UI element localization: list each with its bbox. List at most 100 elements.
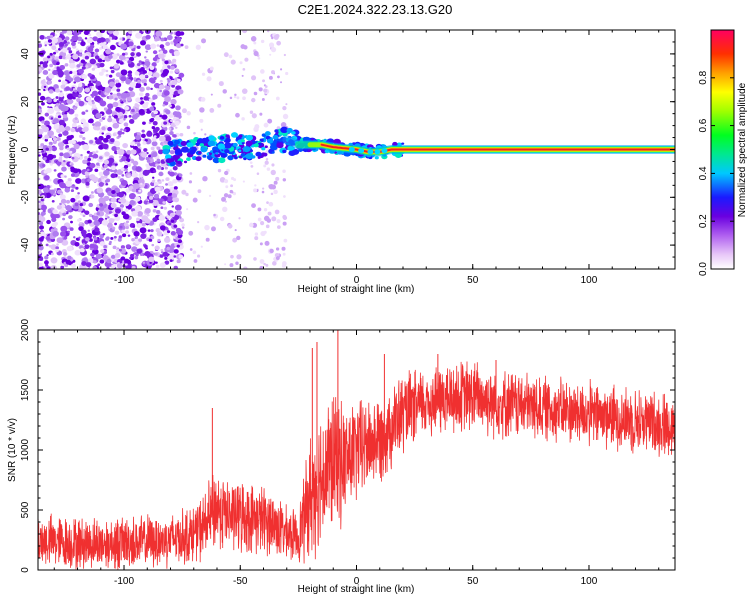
heatmap-cell <box>114 252 121 259</box>
heatmap-cell <box>66 245 73 252</box>
heatmap-cell <box>79 49 83 53</box>
heatmap-cell <box>88 118 94 124</box>
heatmap-cell <box>88 80 92 83</box>
heatmap-cell <box>286 127 293 133</box>
heatmap-cell <box>270 169 276 176</box>
heatmap-cell <box>73 106 77 111</box>
heatmap-cell <box>163 206 168 210</box>
heatmap-cell <box>259 259 265 264</box>
heatmap-cell <box>271 151 275 154</box>
heatmap-cell <box>150 87 153 91</box>
heatmap-cell <box>170 219 175 223</box>
heatmap-cell <box>261 147 266 151</box>
heatmap-cell <box>139 227 147 234</box>
heatmap-cell <box>168 127 172 130</box>
heatmap-cell <box>74 102 79 107</box>
heatmap-cell <box>73 143 80 150</box>
heatmap-cell <box>138 178 145 185</box>
heatmap-cell <box>282 149 287 154</box>
heatmap-cell <box>38 154 41 157</box>
heatmap-cell <box>99 62 105 68</box>
heatmap-cell <box>123 164 129 169</box>
heatmap-cell <box>105 108 113 115</box>
heatmap-cell <box>146 159 151 163</box>
heatmap-cell <box>70 166 75 171</box>
heatmap-cell <box>135 32 143 39</box>
heatmap-cell <box>213 213 216 217</box>
heatmap-cell <box>59 202 62 206</box>
heatmap-cell <box>134 71 140 76</box>
heatmap-cell <box>69 227 74 231</box>
heatmap-cell <box>54 33 58 37</box>
heatmap-cell <box>103 137 109 143</box>
heatmap-cell <box>44 134 50 140</box>
heatmap-cell <box>251 113 257 119</box>
heatmap-cell <box>137 210 143 217</box>
heatmap-cell <box>118 111 124 117</box>
heatmap-cell <box>178 254 184 259</box>
heatmap-cell <box>172 178 178 184</box>
heatmap-cell <box>283 195 286 198</box>
heatmap-cell <box>97 210 105 217</box>
ridge-blob <box>348 147 355 152</box>
heatmap-cell <box>76 64 81 68</box>
heatmap-cell <box>98 182 104 187</box>
heatmap-cell <box>138 108 145 115</box>
heatmap-cell <box>155 261 158 264</box>
heatmap-cell <box>144 218 151 224</box>
heatmap-cell <box>104 179 109 183</box>
heatmap-cell <box>78 100 85 107</box>
heatmap-cell <box>162 68 170 75</box>
heatmap-cell <box>47 130 54 137</box>
heatmap-cell <box>240 153 245 157</box>
heatmap-cell <box>120 245 126 249</box>
heatmap-cell <box>39 61 44 66</box>
heatmap-cell <box>56 237 64 244</box>
heatmap-cell <box>82 214 86 218</box>
heatmap-cell <box>59 182 66 189</box>
heatmap-cell <box>106 222 113 228</box>
heatmap-cell <box>47 55 51 59</box>
heatmap-cell <box>97 165 101 169</box>
heatmap-cell <box>70 38 74 42</box>
heatmap-cell <box>111 226 116 230</box>
heatmap-cell <box>104 217 108 220</box>
heatmap-cell <box>58 55 63 60</box>
heatmap-cell <box>189 172 193 175</box>
heatmap-cell <box>43 169 48 174</box>
spectrogram-y-ticks: -40 -20 0 20 40 <box>20 29 675 270</box>
heatmap-cell <box>62 212 67 217</box>
heatmap-cell <box>78 94 81 97</box>
heatmap-cell <box>77 200 81 204</box>
heatmap-cell <box>160 248 164 252</box>
heatmap-cell <box>159 225 166 231</box>
heatmap-cell <box>93 237 98 241</box>
heatmap-cell <box>67 47 72 51</box>
heatmap-cell <box>146 131 153 137</box>
heatmap-cell <box>241 30 248 34</box>
heatmap-cell <box>152 209 157 213</box>
heatmap-cell <box>167 181 174 187</box>
heatmap-cell <box>53 84 59 90</box>
heatmap-cell <box>148 238 153 242</box>
heatmap-cell <box>70 197 76 203</box>
heatmap-cell <box>104 37 110 43</box>
heatmap-cell <box>106 258 112 264</box>
heatmap-cell <box>100 37 106 43</box>
heatmap-cell <box>208 135 216 141</box>
heatmap-cell <box>103 245 108 249</box>
heatmap-cell <box>72 53 79 60</box>
heatmap-cell <box>70 263 76 269</box>
heatmap-cell <box>266 167 271 171</box>
snr-ytick-label: 1500 <box>20 378 31 401</box>
heatmap-cell <box>47 107 55 115</box>
heatmap-cell <box>222 89 227 94</box>
heatmap-cell <box>45 87 49 91</box>
heatmap-cell <box>90 252 95 257</box>
heatmap-cell <box>225 134 230 138</box>
heatmap-cell <box>174 111 182 118</box>
heatmap-cell <box>253 91 258 96</box>
heatmap-cell <box>122 59 126 62</box>
heatmap-cell <box>44 44 47 47</box>
heatmap-cell <box>164 166 168 170</box>
